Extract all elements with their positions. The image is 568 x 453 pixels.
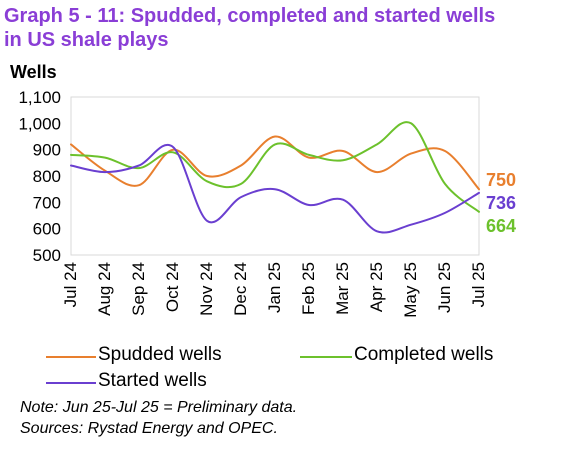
series-line-started xyxy=(70,143,480,234)
y-tick-label: 600 xyxy=(33,220,61,239)
footnote-preliminary: Note: Jun 25-Jul 25 = Preliminary data. xyxy=(20,399,298,416)
legend-label-started: Started wells xyxy=(98,370,207,391)
x-tick-label: Aug 24 xyxy=(95,262,114,316)
x-tick-label: Jun 25 xyxy=(435,262,454,313)
y-tick-label: 700 xyxy=(33,193,61,212)
y-axis-title: Wells xyxy=(10,62,57,82)
legend-swatch-completed xyxy=(300,356,352,358)
x-tick-label: Dec 24 xyxy=(231,262,250,316)
chart-title: Graph 5 - 11: Spudded, completed and sta… xyxy=(4,4,564,52)
end-label-started: 736 xyxy=(486,193,516,213)
y-tick-label: 800 xyxy=(33,167,61,186)
y-axis-ticks: 500 600 700 800 900 1,000 1,100 xyxy=(18,88,61,265)
chart-title-line-2: in US shale plays xyxy=(4,29,169,51)
series-line-spudded xyxy=(70,135,480,191)
x-tick-label: Nov 24 xyxy=(197,262,216,316)
x-axis-ticks: Jul 24 Aug 24 Sep 24 Oct 24 Nov 24 Dec 24 Jan … xyxy=(61,262,488,318)
end-label-spudded: 750 xyxy=(486,170,516,190)
series-lines xyxy=(70,121,480,234)
x-tick-label: Feb 25 xyxy=(299,262,318,315)
x-tick-label: Apr 25 xyxy=(367,262,386,312)
line-chart: Wells 500 600 700 800 900 1,000 1,100 Jul 24 Au… xyxy=(10,62,516,318)
x-tick-label: Mar 25 xyxy=(333,262,352,315)
series-line-completed xyxy=(70,121,480,213)
plot-area-frame xyxy=(70,96,480,256)
y-tick-label: 500 xyxy=(33,246,61,265)
x-tick-label: Oct 24 xyxy=(163,262,182,312)
x-tick-label: Jul 25 xyxy=(469,262,488,307)
end-value-labels: 750 664 736 xyxy=(486,170,516,236)
legend-label-completed: Completed wells xyxy=(354,344,494,365)
x-tick-label: Jul 24 xyxy=(61,262,80,307)
legend-swatch-spudded xyxy=(46,356,96,358)
x-tick-label: Jan 25 xyxy=(265,262,284,313)
x-tick-label: May 25 xyxy=(401,262,420,318)
x-tick-label: Sep 24 xyxy=(129,262,148,316)
y-tick-label: 1,100 xyxy=(18,88,61,107)
legend-label-spudded: Spudded wells xyxy=(98,344,222,365)
legend-swatch-started xyxy=(46,382,96,384)
chart-title-line-1: Graph 5 - 11: Spudded, completed and sta… xyxy=(4,5,496,27)
y-tick-label: 1,000 xyxy=(18,114,61,133)
y-tick-label: 900 xyxy=(33,141,61,160)
end-label-completed: 664 xyxy=(486,216,516,236)
footnote-sources: Sources: Rystad Energy and OPEC. xyxy=(20,420,278,437)
